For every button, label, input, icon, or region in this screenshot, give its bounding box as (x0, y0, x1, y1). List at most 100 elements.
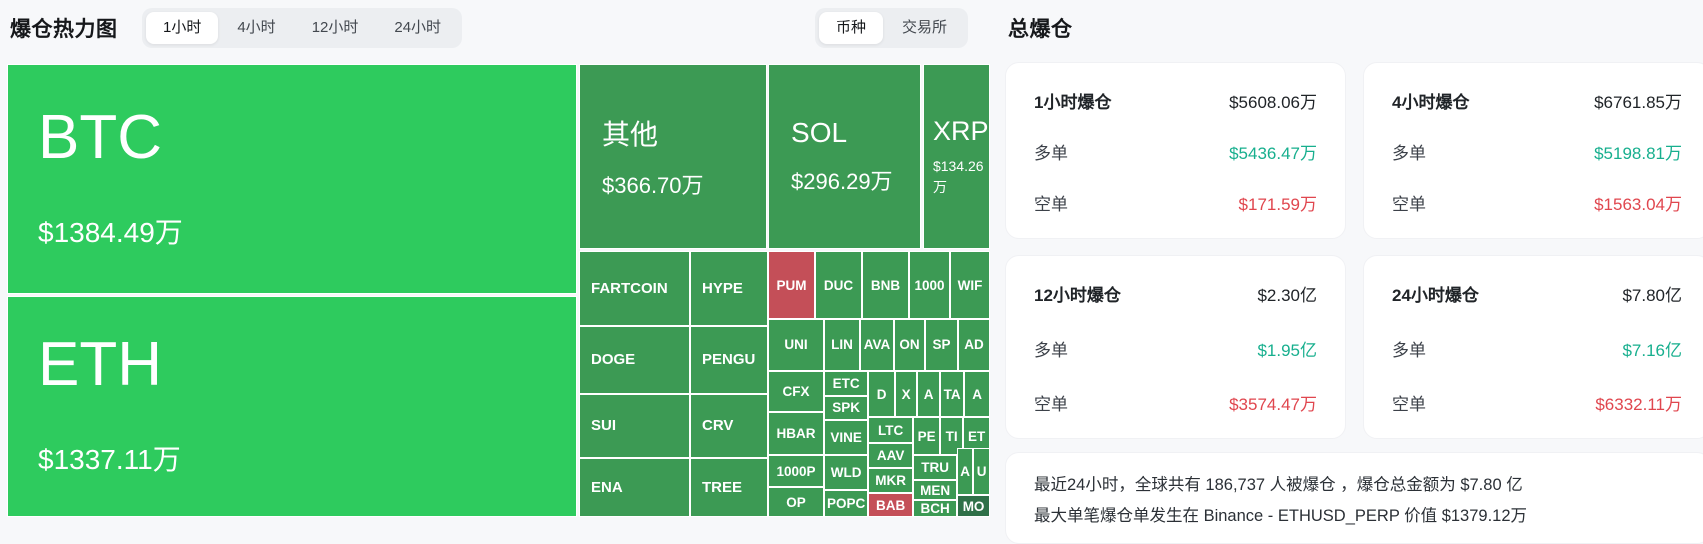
treemap-tile-etc[interactable]: ETC (824, 370, 869, 396)
treemap-tile-sp[interactable]: SP (925, 318, 959, 371)
tile-symbol: OP (786, 494, 806, 510)
treemap-tile-aav[interactable]: AAV (868, 443, 914, 469)
treemap-tile-fartcoin[interactable]: FARTCOIN (579, 251, 690, 326)
tile-symbol: LTC (877, 422, 904, 438)
treemap-tile-cfx[interactable]: CFX (768, 370, 825, 413)
treemap-tile-hbar[interactable]: HBAR (768, 412, 825, 456)
tile-symbol: AAV (876, 448, 905, 464)
row-value: $2.30亿 (1257, 286, 1317, 305)
treemap-tile-duc[interactable]: DUC (815, 251, 862, 319)
tile-symbol: TREE (701, 479, 742, 497)
row-label: 4小时爆仓 (1392, 93, 1470, 112)
treemap-tile-lin[interactable]: LIN (824, 318, 861, 371)
treemap-tile-eth[interactable]: ETH $1337.11万 (7, 295, 578, 517)
card-short-row: 空单 $3574.47万 (1034, 390, 1317, 415)
view-toggle-交易所[interactable]: 交易所 (885, 12, 964, 44)
row-value: $1563.04万 (1594, 195, 1682, 214)
tile-symbol: X (901, 386, 911, 402)
liquidation-card-4小时爆仓: 4小时爆仓 $6761.85万 多单 $5198.81万 空单 $1563.04万 (1363, 62, 1703, 239)
time-tab-4小时[interactable]: 4小时 (220, 12, 292, 44)
treemap-tile-doge[interactable]: DOGE (579, 325, 690, 394)
treemap-tile-bab[interactable]: BAB (868, 493, 914, 517)
row-value: $6761.85万 (1594, 93, 1682, 112)
treemap-tile-mo[interactable]: MO (957, 495, 990, 517)
tile-symbol: AVA (863, 337, 891, 353)
treemap-tile-1000p[interactable]: 1000P (768, 455, 825, 488)
treemap-tile-sol[interactable]: SOL $296.29万 (768, 64, 922, 250)
treemap-tile-xrp[interactable]: XRP $134.26万 (922, 64, 990, 250)
treemap-tile-ad[interactable]: AD (958, 318, 990, 371)
treemap-tile-ava[interactable]: AVA (860, 318, 895, 371)
treemap-tile-vine[interactable]: VINE (824, 420, 869, 456)
treemap-tile-ena[interactable]: ENA (579, 458, 690, 517)
treemap-tile-tree[interactable]: TREE (689, 458, 769, 517)
row-label: 空单 (1034, 395, 1068, 414)
tile-symbol: A (923, 386, 934, 402)
treemap-tile-op[interactable]: OP (768, 487, 825, 517)
treemap: BTC $1384.49万 ETH $1337.11万 其他 $366.70万 SOL $29… (7, 64, 990, 517)
summary-line-2: 最大单笔爆仓单发生在 Binance - ETHUSD_PERP 价值 $137… (1034, 507, 1528, 525)
treemap-tile-on[interactable]: ON (894, 318, 925, 371)
treemap-tile-mkr[interactable]: MKR (868, 468, 914, 494)
tile-symbol: LIN (831, 337, 853, 353)
tile-symbol: MEN (920, 482, 951, 498)
treemap-tile-spk[interactable]: SPK (824, 395, 869, 421)
liquidation-card-12小时爆仓: 12小时爆仓 $2.30亿多单 $1.95亿空单 $3574.47万 (1005, 255, 1346, 439)
treemap-tile-pengu[interactable]: PENGU (689, 325, 769, 394)
tile-symbol: POPC (826, 496, 866, 512)
tile-liquidation-value: $296.29万 (791, 169, 893, 195)
tile-symbol: 1000P (776, 463, 816, 479)
treemap-tile-x[interactable]: X (895, 370, 918, 418)
treemap-tile-1000[interactable]: 1000 (909, 251, 950, 319)
treemap-tile-hype[interactable]: HYPE (689, 251, 769, 326)
treemap-tile-men[interactable]: MEN (913, 480, 958, 501)
treemap-tile-d[interactable]: D (868, 370, 896, 418)
time-tab-12小时[interactable]: 12小时 (295, 12, 376, 44)
treemap-tile-其他[interactable]: 其他 $366.70万 (579, 64, 768, 250)
row-label: 12小时爆仓 (1034, 286, 1121, 305)
tile-symbol: SOL (791, 117, 848, 149)
treemap-tile-u[interactable]: U (973, 448, 990, 496)
treemap-tile-ta[interactable]: TA (940, 370, 965, 418)
card-short-row: 空单 $6332.11万 (1392, 390, 1682, 415)
treemap-tile-ltc[interactable]: LTC (868, 417, 914, 444)
row-value: $5608.06万 (1229, 93, 1317, 112)
treemap-tile-wld[interactable]: WLD (824, 455, 869, 491)
tile-symbol: BCH (920, 501, 950, 517)
treemap-tile-pe[interactable]: PE (913, 417, 941, 456)
row-label: 空单 (1034, 195, 1068, 214)
tile-liquidation-value: $1384.49万 (38, 216, 183, 248)
treemap-tile-bch[interactable]: BCH (913, 500, 958, 517)
tile-symbol: D (876, 386, 887, 402)
treemap-tile-a[interactable]: A (957, 448, 974, 496)
tile-symbol: BAB (875, 497, 906, 513)
tile-symbol: UNI (784, 337, 808, 353)
view-toggle-币种[interactable]: 币种 (819, 12, 884, 44)
treemap-tile-a[interactable]: A (964, 370, 990, 418)
row-label: 1小时爆仓 (1034, 93, 1112, 112)
treemap-tile-tru[interactable]: TRU (913, 455, 958, 481)
treemap-tile-crv[interactable]: CRV (689, 393, 769, 459)
treemap-tile-wif[interactable]: WIF (949, 251, 990, 319)
tile-symbol: 1000 (914, 277, 945, 293)
card-long-row: 多单 $1.95亿 (1034, 336, 1317, 361)
treemap-tile-a[interactable]: A (917, 370, 941, 418)
view-mode-toggle: 币种 交易所 (815, 8, 969, 48)
treemap-tile-sui[interactable]: SUI (579, 393, 690, 459)
treemap-tile-bnb[interactable]: BNB (862, 251, 909, 319)
treemap-tile-uni[interactable]: UNI (768, 318, 825, 371)
card-short-row: 空单 $1563.04万 (1392, 190, 1682, 215)
row-value: $3574.47万 (1229, 395, 1317, 414)
tile-symbol: DUC (823, 277, 854, 293)
row-value: $7.80亿 (1622, 286, 1682, 305)
treemap-tile-btc[interactable]: BTC $1384.49万 (7, 64, 578, 294)
tile-symbol: AD (964, 337, 984, 353)
treemap-tile-popc[interactable]: POPC (824, 490, 869, 517)
tile-symbol: ETC (832, 375, 860, 391)
row-value: $1.95亿 (1257, 340, 1317, 360)
time-tab-1小时[interactable]: 1小时 (146, 12, 219, 44)
treemap-tile-pum[interactable]: PUM (768, 251, 816, 319)
summary-card: 最近24小时，全球共有 186,737 人被爆仓 ，爆仓总金额为 $7.80 亿… (1005, 452, 1703, 544)
time-tab-24小时[interactable]: 24小时 (377, 12, 458, 44)
tile-symbol: BTC (38, 102, 162, 172)
